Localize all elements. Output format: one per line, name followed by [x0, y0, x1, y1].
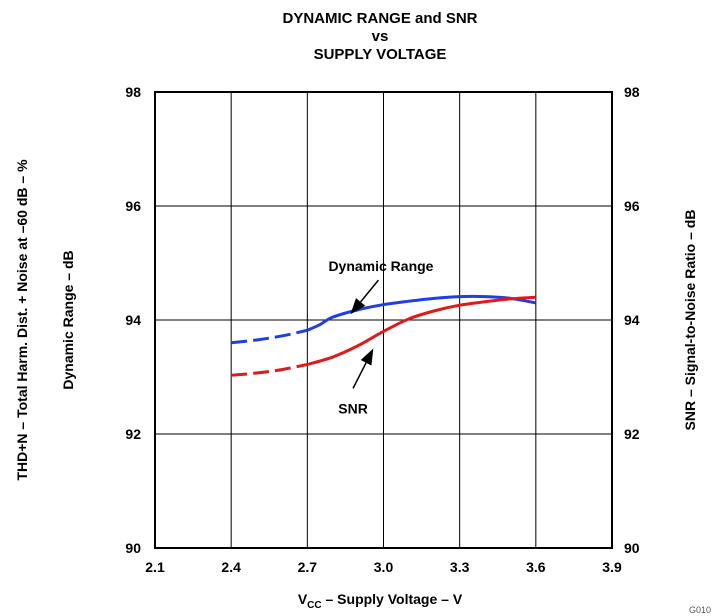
x-tick-label-6: 3.9	[602, 559, 622, 575]
chart-title-line-2: vs	[372, 28, 389, 45]
annotation-label-snr: SNR	[338, 400, 368, 416]
annotations: Dynamic Range SNR	[328, 258, 433, 417]
x-axis-label-subscript: CC	[307, 600, 321, 611]
series-line-snr-dashed	[231, 362, 308, 377]
x-axis-label-rest: – Supply Voltage – V	[322, 591, 463, 607]
x-tick-label-3: 3.0	[374, 559, 394, 575]
annotation-arrow-head-snr	[360, 348, 374, 366]
grid	[154, 91, 613, 549]
chart-title-line-1: DYNAMIC RANGE and SNR	[282, 10, 477, 27]
chart-title-line-3: SUPPLY VOLTAGE	[314, 46, 447, 63]
annotation-arrow-shaft-snr	[352, 362, 367, 389]
y-axis-label-right: SNR – Signal-to-Noise Ratio – dB	[682, 210, 698, 431]
annotation-arrow-head-dynamic-range	[350, 298, 366, 315]
x-tick-label-1: 2.4	[221, 559, 241, 575]
y-tick-label-left-1: 92	[125, 426, 141, 442]
y-axis-label-left-outer: THD+N – Total Harm. Dist. + Noise at –60…	[14, 159, 30, 481]
y-tick-label-left-4: 98	[125, 84, 141, 100]
x-axis-label: VCC – Supply Voltage – V	[298, 591, 463, 611]
y-tick-label-left-0: 90	[125, 540, 141, 556]
y-tick-label-left-2: 94	[125, 312, 141, 328]
annotation-label-dynamic-range: Dynamic Range	[328, 258, 433, 274]
x-tick-label-0: 2.1	[145, 559, 165, 575]
x-tick-label-4: 3.3	[450, 559, 470, 575]
y-tick-label-right-4: 98	[624, 84, 640, 100]
x-tick-label-5: 3.6	[526, 559, 546, 575]
figure-code: G010	[689, 605, 711, 615]
plot-frame	[154, 91, 613, 549]
series-line-dynamic-range-dashed	[231, 328, 308, 345]
x-axis-label-main: V	[298, 591, 308, 607]
y-tick-label-left-3: 96	[125, 198, 141, 214]
y-tick-label-right-3: 96	[624, 198, 640, 214]
series	[231, 294, 537, 377]
series-line-dynamic-range	[306, 294, 537, 332]
y-tick-label-right-1: 92	[624, 426, 640, 442]
annotation-arrow-shaft-dynamic-range	[360, 279, 380, 303]
x-tick-label-2: 2.7	[298, 559, 318, 575]
y-tick-label-right-0: 90	[624, 540, 640, 556]
series-line-snr	[306, 295, 536, 366]
y-axis-label-left-inner: Dynamic Range – dB	[60, 250, 76, 389]
y-tick-label-right-2: 94	[624, 312, 640, 328]
